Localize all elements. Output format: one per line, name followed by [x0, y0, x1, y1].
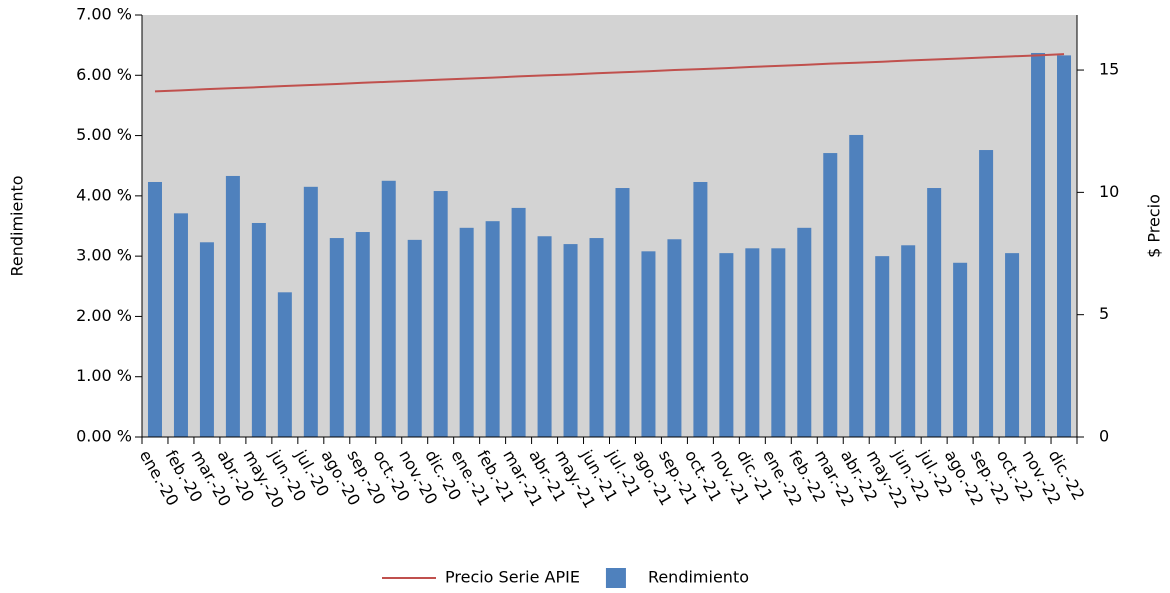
y2-tick-label: 10 [1099, 182, 1119, 201]
legend-swatch [605, 568, 626, 588]
bar [511, 207, 526, 437]
bar [225, 175, 240, 437]
bar [407, 239, 422, 437]
y2-tick-label: 15 [1099, 60, 1119, 79]
bar [927, 188, 942, 437]
y2-tick-label: 5 [1099, 304, 1109, 323]
bar [979, 150, 994, 438]
bar [147, 181, 162, 437]
bar [303, 186, 318, 437]
bar [537, 236, 552, 437]
line [154, 53, 1065, 93]
y-tick-label: 6.00 % [76, 65, 132, 84]
bar [589, 238, 604, 437]
y-tick-label: 0.00 % [76, 427, 132, 446]
bar [1031, 52, 1046, 437]
bar [329, 238, 344, 437]
bar [173, 213, 188, 437]
bar [771, 248, 786, 437]
bar [719, 253, 734, 437]
y-axis-title: Rendimiento [8, 175, 27, 276]
bar [433, 191, 448, 437]
bar [849, 134, 864, 437]
y-tick-label: 5.00 % [76, 125, 132, 144]
y-tick-label: 4.00 % [76, 185, 132, 204]
bar [381, 180, 396, 438]
y2-axis-title: $ Precio [1145, 194, 1164, 258]
y-tick-label: 7.00 % [76, 5, 132, 24]
y2-tick-label: 0 [1099, 427, 1109, 446]
bar [901, 245, 916, 437]
bar [641, 251, 656, 437]
bar [745, 248, 760, 437]
bar [1057, 55, 1072, 438]
bar [485, 221, 500, 437]
legend-label: Rendimiento [648, 568, 749, 587]
bar [563, 244, 578, 437]
bar [199, 242, 214, 437]
bar [1005, 253, 1020, 437]
bar [953, 262, 968, 437]
legend-label: Precio Serie APIE [445, 568, 580, 587]
bar [797, 227, 812, 437]
bar [875, 256, 890, 437]
bar [277, 292, 292, 437]
y-tick-label: 1.00 % [76, 366, 132, 385]
bar [251, 222, 266, 437]
y-tick-label: 3.00 % [76, 246, 132, 265]
bar [693, 181, 708, 437]
bar [355, 232, 370, 437]
bar [615, 188, 630, 437]
y-tick-label: 2.00 % [76, 306, 132, 325]
bar [459, 227, 474, 437]
bar [823, 153, 838, 437]
bar [667, 239, 682, 437]
